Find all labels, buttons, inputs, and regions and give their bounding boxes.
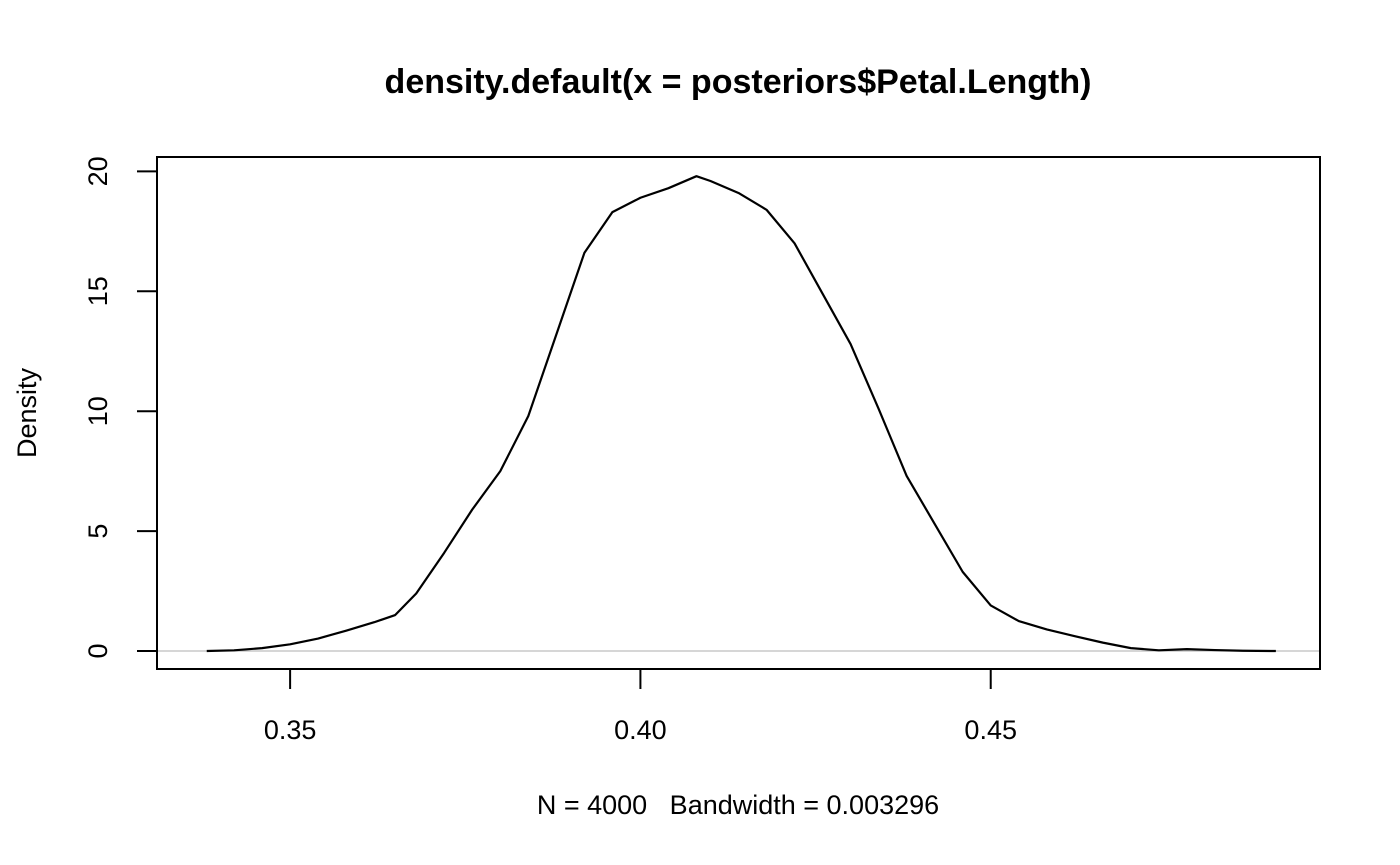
y-tick-label: 10 [83, 396, 113, 426]
x-axis-label: N = 4000 Bandwidth = 0.003296 [537, 790, 939, 820]
x-tick-label: 0.35 [264, 715, 317, 745]
y-axis-label: Density [12, 367, 42, 458]
density-curve [206, 175, 1276, 653]
plot-frame [156, 156, 1321, 670]
x-tick-label: 0.45 [964, 715, 1017, 745]
y-axis: 0 5 10 15 20 [83, 156, 158, 659]
y-tick-label: 0 [83, 643, 113, 658]
x-axis: 0.35 0.40 0.45 [264, 668, 1017, 745]
x-tick-label: 0.40 [614, 715, 667, 745]
y-tick-label: 20 [83, 156, 113, 186]
chart-title: density.default(x = posteriors$Petal.Len… [385, 63, 1092, 101]
plot-area [156, 156, 1321, 670]
y-tick-label: 15 [83, 276, 113, 306]
y-tick-label: 5 [83, 524, 113, 539]
